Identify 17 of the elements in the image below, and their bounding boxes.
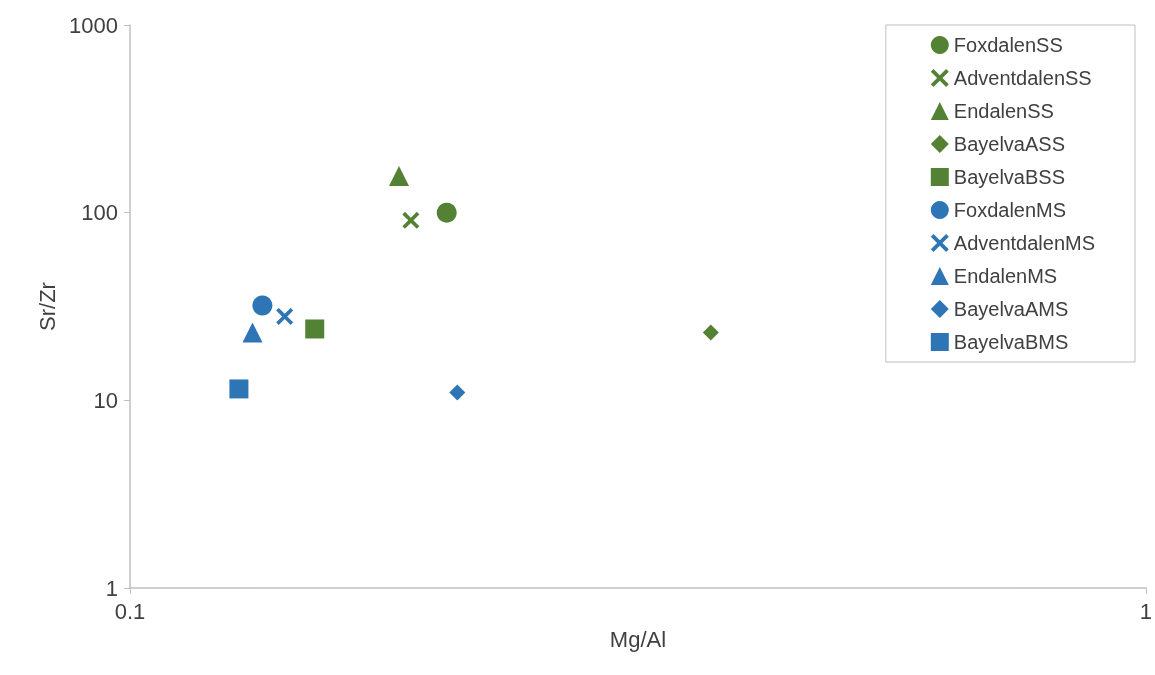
y-tick-label: 1 (105, 575, 118, 601)
legend-label: AdventdalenSS (953, 67, 1092, 89)
y-tick-label: 1000 (69, 12, 118, 38)
legend-label: AdventdalenMS (953, 232, 1095, 254)
x-tick-label: 0.1 (114, 598, 146, 624)
x-axis-title: Mg/Al (609, 626, 667, 652)
legend-label: FoxdalenSS (953, 34, 1063, 56)
legend-label: BayelvaASS (953, 133, 1065, 155)
y-axis-title: Sr/Zr (34, 282, 60, 331)
legend-label: BayelvaAMS (953, 298, 1069, 320)
y-tick-label: 10 (93, 387, 118, 413)
legend-label: BayelvaBMS (953, 331, 1069, 353)
y-tick-label: 100 (81, 200, 118, 226)
legend-label: EndalenMS (953, 265, 1058, 287)
legend-label: FoxdalenMS (953, 199, 1067, 221)
legend-label: BayelvaBSS (953, 166, 1065, 188)
legend-label: EndalenSS (953, 100, 1054, 122)
